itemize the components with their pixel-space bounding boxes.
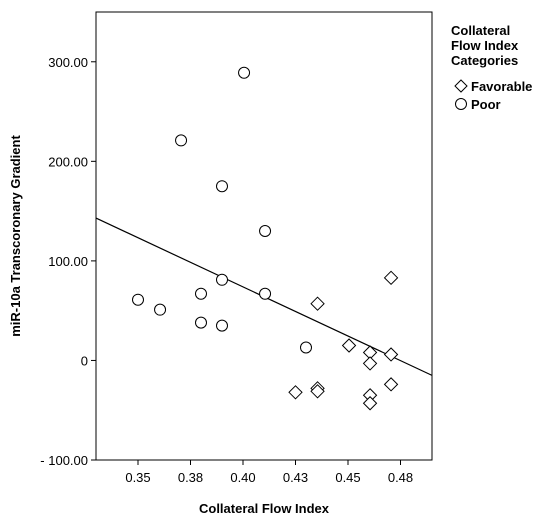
x-tick-label: 0.45 [335,470,360,485]
favorable-point [362,396,378,411]
legend-title-line-1: Collateral [451,23,510,38]
legend-title-line-3: Categories [451,53,518,68]
x-tick-label: 0.38 [178,470,203,485]
favorable-point [288,385,303,400]
poor-point [175,134,188,147]
favorable-point [362,356,378,371]
y-axis: - 100.00 0 100.00 200.00 300.00 [40,55,96,468]
poor-point [195,287,207,300]
favorable-point [310,296,325,311]
favorable-point [383,377,399,392]
plot-frame [95,11,433,461]
favorable-point [341,338,357,353]
poor-point [216,319,228,332]
y-tick-label: 300.00 [48,55,88,70]
legend-entry-favorable: Favorable [471,79,532,94]
y-tick-label: 200.00 [48,154,88,169]
y-tick-label: 0 [81,353,88,368]
x-axis: 0.35 0.38 0.40 0.43 0.45 0.48 [125,460,413,485]
x-axis-title: Collateral Flow Index [199,501,330,516]
poor-point [259,287,272,300]
data-points [132,66,399,411]
poor-point [195,316,207,329]
poor-point [300,341,312,354]
x-tick-label: 0.43 [283,470,308,485]
favorable-point [310,384,325,399]
y-axis-title: miR-10a Transcoronary Gradient [8,135,23,337]
favorable-point [383,347,399,362]
poor-point [216,273,228,286]
y-tick-label: 100.00 [48,254,88,269]
legend-entry-poor: Poor [471,97,501,112]
x-tick-label: 0.40 [230,470,255,485]
poor-point [216,180,228,193]
legend-diamond-marker [454,79,468,93]
legend-circle-marker [455,98,467,110]
favorable-point [383,270,399,286]
poor-point [154,303,167,316]
poor-point [238,66,251,79]
poor-point [259,225,272,238]
poor-point [132,293,144,306]
x-tick-label: 0.48 [388,470,413,485]
legend: Collateral Flow Index Categories Favorab… [451,23,532,112]
y-tick-label: - 100.00 [40,453,88,468]
x-tick-label: 0.35 [125,470,150,485]
legend-title-line-2: Flow Index [451,38,519,53]
